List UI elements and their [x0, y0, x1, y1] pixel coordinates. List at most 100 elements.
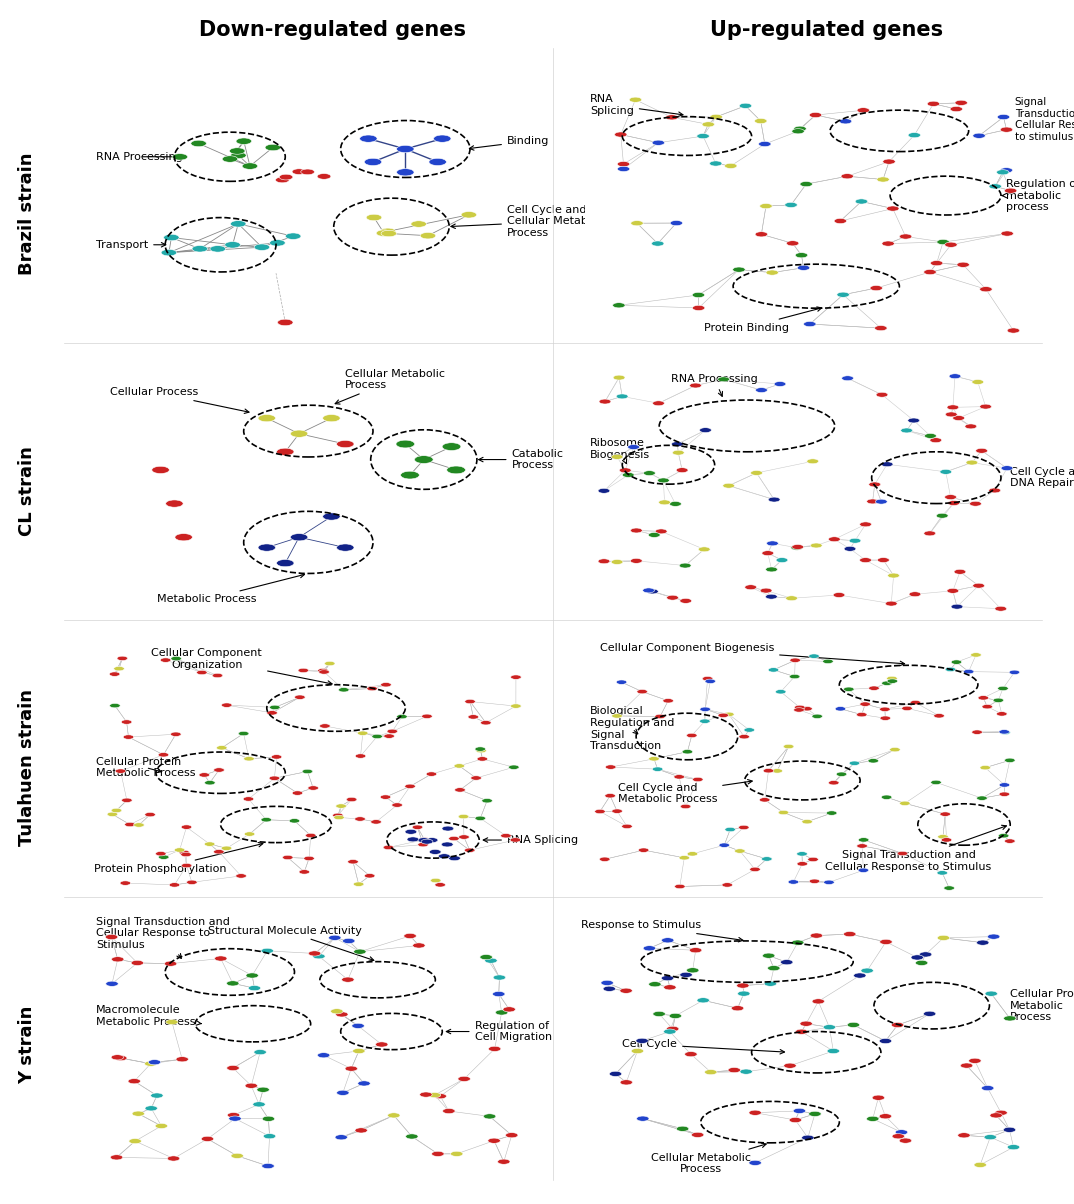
Ellipse shape — [857, 107, 870, 113]
Ellipse shape — [872, 1096, 885, 1100]
Ellipse shape — [759, 203, 772, 208]
Ellipse shape — [763, 954, 775, 958]
Text: Cell Cycle and
Metabolic Process: Cell Cycle and Metabolic Process — [618, 779, 752, 804]
Ellipse shape — [493, 975, 506, 980]
Text: Structural Molecule Activity: Structural Molecule Activity — [208, 926, 374, 961]
Ellipse shape — [214, 850, 224, 854]
Ellipse shape — [947, 405, 959, 409]
Ellipse shape — [854, 973, 866, 978]
Ellipse shape — [702, 122, 714, 126]
Ellipse shape — [148, 1060, 161, 1064]
Ellipse shape — [823, 659, 833, 663]
Ellipse shape — [105, 934, 118, 939]
Ellipse shape — [797, 851, 808, 856]
Ellipse shape — [750, 867, 760, 872]
Ellipse shape — [647, 589, 658, 594]
Ellipse shape — [826, 810, 837, 815]
Text: Binding: Binding — [469, 136, 549, 150]
Ellipse shape — [121, 720, 132, 725]
Ellipse shape — [643, 945, 655, 951]
Ellipse shape — [358, 1081, 371, 1086]
Ellipse shape — [459, 814, 469, 819]
Ellipse shape — [636, 1038, 649, 1044]
Ellipse shape — [786, 596, 798, 601]
Ellipse shape — [737, 982, 749, 988]
Text: Transport: Transport — [96, 240, 165, 249]
Ellipse shape — [789, 659, 800, 662]
Ellipse shape — [680, 804, 691, 809]
Text: Ribosome
Biogenesis: Ribosome Biogenesis — [590, 438, 650, 464]
Ellipse shape — [896, 1129, 908, 1135]
Ellipse shape — [642, 588, 654, 592]
Ellipse shape — [612, 302, 625, 308]
Ellipse shape — [261, 949, 274, 954]
Ellipse shape — [989, 488, 1001, 492]
Text: Protein Binding: Protein Binding — [705, 307, 822, 332]
Ellipse shape — [415, 455, 433, 464]
Ellipse shape — [999, 783, 1010, 787]
Ellipse shape — [201, 1137, 214, 1141]
Ellipse shape — [429, 1092, 440, 1098]
Ellipse shape — [322, 513, 340, 520]
Text: Up-regulated genes: Up-regulated genes — [710, 20, 944, 40]
Ellipse shape — [179, 850, 190, 855]
Ellipse shape — [900, 801, 910, 805]
Text: Cellular Protein
Metabolic Process: Cellular Protein Metabolic Process — [96, 757, 195, 778]
Ellipse shape — [353, 949, 366, 955]
Text: Cellular Process: Cellular Process — [110, 388, 249, 413]
Ellipse shape — [230, 148, 245, 154]
Ellipse shape — [176, 1057, 188, 1062]
Ellipse shape — [411, 220, 426, 228]
Ellipse shape — [888, 573, 900, 578]
Ellipse shape — [1000, 167, 1013, 173]
Ellipse shape — [667, 595, 679, 600]
Ellipse shape — [412, 943, 425, 948]
Ellipse shape — [976, 940, 989, 945]
Ellipse shape — [622, 825, 633, 828]
Ellipse shape — [161, 249, 177, 256]
Ellipse shape — [454, 787, 465, 792]
Ellipse shape — [788, 880, 799, 884]
Ellipse shape — [930, 438, 942, 443]
Ellipse shape — [880, 939, 892, 944]
Ellipse shape — [354, 1128, 367, 1133]
Ellipse shape — [401, 471, 419, 479]
Ellipse shape — [859, 557, 871, 562]
Ellipse shape — [686, 733, 697, 738]
Ellipse shape — [955, 100, 968, 106]
Ellipse shape — [244, 756, 255, 761]
Ellipse shape — [982, 1086, 993, 1091]
Ellipse shape — [484, 958, 497, 963]
Ellipse shape — [679, 563, 691, 568]
Text: Biological
Regulation and
Signal
Transduction: Biological Regulation and Signal Transdu… — [590, 707, 674, 751]
Ellipse shape — [649, 981, 662, 987]
Ellipse shape — [482, 798, 492, 803]
Ellipse shape — [381, 230, 396, 237]
Ellipse shape — [224, 242, 241, 248]
Ellipse shape — [231, 1153, 244, 1158]
Ellipse shape — [789, 1117, 801, 1122]
Ellipse shape — [725, 827, 736, 832]
Ellipse shape — [812, 999, 825, 1004]
Ellipse shape — [1007, 1145, 1020, 1150]
Ellipse shape — [971, 653, 982, 657]
Ellipse shape — [214, 768, 224, 772]
Ellipse shape — [897, 851, 908, 856]
Ellipse shape — [979, 405, 991, 409]
Ellipse shape — [664, 1029, 676, 1034]
Ellipse shape — [686, 968, 699, 973]
Ellipse shape — [331, 1009, 343, 1014]
Ellipse shape — [858, 838, 869, 842]
Ellipse shape — [649, 756, 659, 761]
Ellipse shape — [812, 714, 823, 719]
Ellipse shape — [949, 373, 961, 379]
Ellipse shape — [901, 427, 913, 433]
Ellipse shape — [465, 700, 476, 703]
Ellipse shape — [940, 470, 952, 474]
Ellipse shape — [803, 321, 816, 326]
Ellipse shape — [997, 170, 1008, 175]
Ellipse shape — [698, 547, 710, 551]
Ellipse shape — [976, 448, 988, 453]
Ellipse shape — [313, 954, 325, 958]
Ellipse shape — [335, 1134, 348, 1140]
